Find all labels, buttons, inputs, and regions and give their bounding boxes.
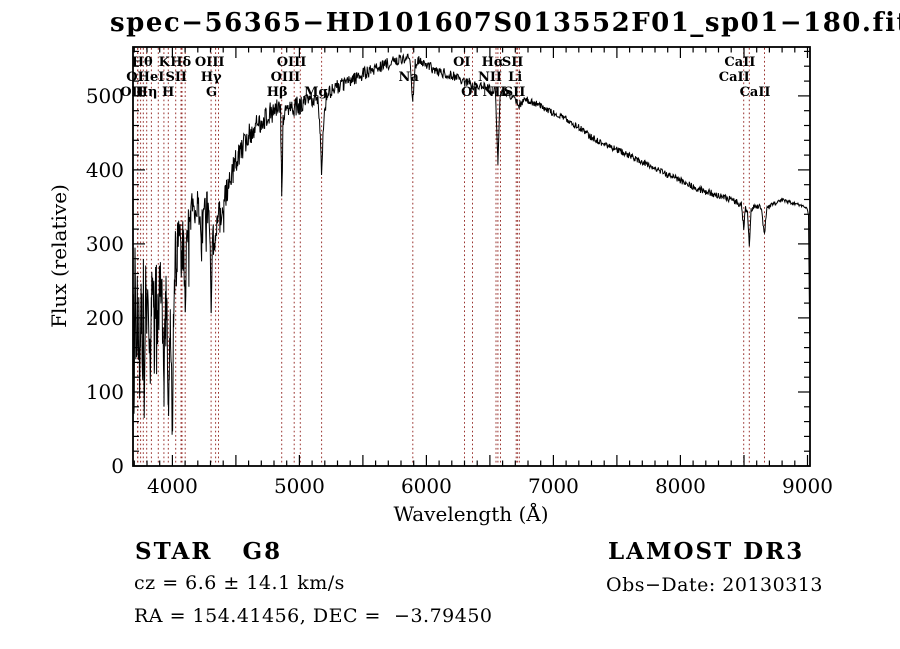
obs-date: Obs−Date: 20130313 — [606, 574, 823, 596]
svg-text:CaII: CaII — [724, 55, 755, 70]
svg-text:OII: OII — [120, 85, 144, 100]
svg-text:H: H — [162, 85, 174, 100]
svg-text:SII: SII — [504, 85, 526, 100]
svg-text:9000: 9000 — [782, 474, 833, 498]
svg-text:CaII: CaII — [719, 70, 750, 85]
svg-text:Hγ: Hγ — [201, 70, 222, 85]
svg-text:G: G — [206, 85, 217, 100]
svg-text:Hβ: Hβ — [267, 85, 288, 100]
svg-text:OI: OI — [126, 70, 143, 85]
svg-text:500: 500 — [86, 84, 124, 108]
svg-text:200: 200 — [86, 306, 124, 330]
svg-text:CaII: CaII — [740, 85, 771, 100]
svg-text:K: K — [159, 55, 171, 70]
survey-release: LAMOST DR3 — [608, 538, 805, 565]
svg-text:Li: Li — [508, 70, 522, 85]
svg-text:OIII: OIII — [195, 55, 225, 70]
svg-text:NII: NII — [478, 70, 502, 85]
plot-generated: 4000 5000 6000 7000 8000 9000 0 100 200 300 400 500… — [86, 46, 833, 498]
svg-text:Na: Na — [398, 70, 419, 85]
svg-text:5000: 5000 — [274, 474, 325, 498]
svg-text:SII: SII — [165, 70, 187, 85]
svg-text:8000: 8000 — [655, 474, 706, 498]
svg-text:300: 300 — [86, 232, 124, 256]
svg-text:HeI: HeI — [138, 70, 165, 85]
svg-text:100: 100 — [86, 380, 124, 404]
svg-text:Hη: Hη — [136, 85, 158, 100]
ra-dec: RA = 154.41456, DEC = −3.79450 — [134, 605, 493, 627]
y-axis-label: Flux (relative) — [47, 184, 71, 328]
svg-text:OI: OI — [461, 85, 478, 100]
svg-text:OI: OI — [453, 55, 470, 70]
cz-value: cz = 6.6 ± 14.1 km/s — [134, 572, 345, 594]
svg-text:Mg: Mg — [304, 85, 327, 100]
svg-text:Hα: Hα — [482, 55, 504, 70]
plot-title: spec−56365−HD101607S013552F01_sp01−180.f… — [110, 8, 900, 38]
svg-text:6000: 6000 — [401, 474, 452, 498]
svg-text:OIII: OIII — [277, 55, 307, 70]
svg-text:7000: 7000 — [528, 474, 579, 498]
svg-text:0: 0 — [111, 454, 124, 478]
svg-text:OIII: OIII — [271, 70, 301, 85]
svg-text:NII: NII — [482, 85, 506, 100]
svg-text:Hδ: Hδ — [170, 55, 191, 70]
svg-text:4000: 4000 — [147, 474, 198, 498]
object-class: STAR G8 — [135, 538, 283, 565]
svg-text:Hθ: Hθ — [132, 55, 153, 70]
svg-text:SII: SII — [502, 55, 524, 70]
x-axis-label: Wavelength (Å) — [393, 501, 548, 526]
svg-text:400: 400 — [86, 158, 124, 182]
